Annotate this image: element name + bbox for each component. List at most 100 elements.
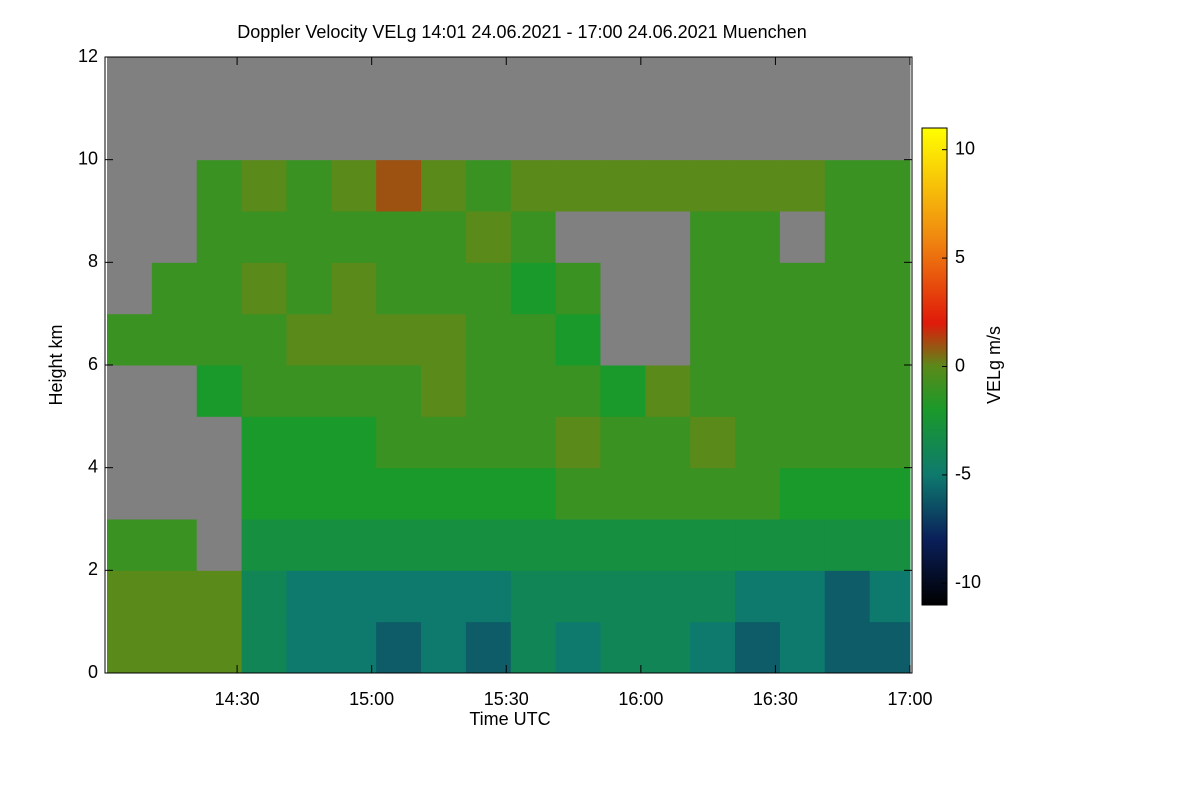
heatmap-cell bbox=[510, 365, 557, 417]
heatmap-cell bbox=[376, 262, 422, 315]
heatmap-cell bbox=[824, 159, 871, 212]
heatmap-cell bbox=[196, 519, 243, 571]
heatmap-cell bbox=[869, 159, 911, 212]
heatmap-cell bbox=[869, 57, 911, 109]
heatmap-cell bbox=[600, 313, 646, 366]
heatmap-cell bbox=[735, 467, 781, 520]
heatmap-cell bbox=[241, 57, 287, 109]
heatmap-cell bbox=[735, 211, 781, 263]
heatmap-cell bbox=[555, 621, 601, 674]
y-tick-label: 4 bbox=[88, 456, 98, 476]
heatmap-cell bbox=[151, 570, 198, 623]
heatmap-cell bbox=[465, 159, 512, 212]
heatmap-cell bbox=[645, 570, 691, 623]
heatmap-cell bbox=[421, 108, 467, 161]
heatmap-cell bbox=[196, 365, 243, 417]
heatmap-cell bbox=[824, 621, 871, 674]
heatmap-cell bbox=[824, 570, 871, 623]
heatmap-cell bbox=[331, 313, 377, 366]
heatmap-cell bbox=[510, 57, 557, 109]
heatmap-cell bbox=[421, 313, 467, 366]
heatmap-cell bbox=[555, 108, 601, 161]
heatmap-cell bbox=[286, 416, 332, 469]
heatmap-cell bbox=[555, 159, 601, 212]
heatmap-cell bbox=[107, 313, 153, 366]
heatmap-cell bbox=[510, 467, 557, 520]
heatmap-cell bbox=[735, 159, 781, 212]
heatmap-cell bbox=[465, 570, 512, 623]
heatmap-cell bbox=[465, 108, 512, 161]
heatmap-cell bbox=[555, 57, 601, 109]
y-tick-label: 10 bbox=[78, 148, 98, 168]
heatmap-cell bbox=[241, 365, 287, 417]
heatmap-cell bbox=[241, 416, 287, 469]
y-tick-label: 6 bbox=[88, 354, 98, 374]
heatmap-cell bbox=[824, 365, 871, 417]
heatmap-cell bbox=[151, 262, 198, 315]
heatmap-cell bbox=[107, 467, 153, 520]
heatmap-cell bbox=[196, 621, 243, 674]
heatmap-cell bbox=[735, 621, 781, 674]
colorbar-label: VELg m/s bbox=[984, 326, 1004, 404]
heatmap-cell bbox=[196, 159, 243, 212]
heatmap-cell bbox=[331, 621, 377, 674]
heatmap-cell bbox=[869, 467, 911, 520]
heatmap-cell bbox=[465, 416, 512, 469]
heatmap-cell bbox=[555, 313, 601, 366]
heatmap-cell bbox=[151, 159, 198, 212]
heatmap-cell bbox=[107, 262, 153, 315]
heatmap-cell bbox=[241, 467, 287, 520]
heatmap-cell bbox=[465, 211, 512, 263]
heatmap-cell bbox=[331, 57, 377, 109]
heatmap-cell bbox=[510, 570, 557, 623]
heatmap-cell bbox=[735, 57, 781, 109]
heatmap-cell bbox=[690, 519, 736, 571]
heatmap-cell bbox=[869, 262, 911, 315]
heatmap-cell bbox=[690, 211, 736, 263]
y-tick-label: 12 bbox=[78, 46, 98, 66]
heatmap-cell bbox=[510, 262, 557, 315]
x-tick-label: 16:00 bbox=[618, 689, 663, 709]
heatmap-cell bbox=[465, 621, 512, 674]
colorbar-tick-label: -10 bbox=[955, 572, 981, 592]
heatmap-cell bbox=[510, 159, 557, 212]
heatmap-cell bbox=[824, 519, 871, 571]
heatmap-cell bbox=[555, 211, 601, 263]
heatmap-cell bbox=[555, 365, 601, 417]
x-tick-label: 15:30 bbox=[484, 689, 529, 709]
heatmap-cell bbox=[421, 519, 467, 571]
heatmap-cell bbox=[151, 211, 198, 263]
heatmap-cell bbox=[645, 211, 691, 263]
heatmap-cell bbox=[286, 467, 332, 520]
heatmap-cell bbox=[779, 467, 826, 520]
heatmap-cell bbox=[241, 621, 287, 674]
heatmap-cell bbox=[869, 365, 911, 417]
heatmap-cell bbox=[286, 108, 332, 161]
heatmap-cell bbox=[690, 570, 736, 623]
heatmap-cell bbox=[421, 621, 467, 674]
y-tick-label: 0 bbox=[88, 662, 98, 682]
heatmap-cell bbox=[824, 416, 871, 469]
heatmap-cell bbox=[331, 159, 377, 212]
heatmap-cell bbox=[779, 159, 826, 212]
heatmap-cell bbox=[735, 313, 781, 366]
heatmap-cell bbox=[600, 365, 646, 417]
heatmap-cell bbox=[510, 621, 557, 674]
heatmap-cell bbox=[421, 416, 467, 469]
heatmap-cell bbox=[555, 416, 601, 469]
heatmap-cell bbox=[465, 519, 512, 571]
heatmap-cell bbox=[869, 211, 911, 263]
heatmap-cell bbox=[779, 262, 826, 315]
heatmap-cell bbox=[331, 467, 377, 520]
colorbar-tick-label: -5 bbox=[955, 464, 971, 484]
heatmap-cell bbox=[645, 262, 691, 315]
heatmap-cell bbox=[779, 313, 826, 366]
heatmap-cell bbox=[779, 621, 826, 674]
heatmap-cell bbox=[331, 416, 377, 469]
x-axis-label: Time UTC bbox=[469, 709, 550, 729]
heatmap-cell bbox=[376, 313, 422, 366]
chart-title: Doppler Velocity VELg 14:01 24.06.2021 -… bbox=[237, 22, 806, 42]
y-tick-label: 8 bbox=[88, 251, 98, 271]
heatmap-cell bbox=[241, 570, 287, 623]
heatmap-cell bbox=[241, 262, 287, 315]
